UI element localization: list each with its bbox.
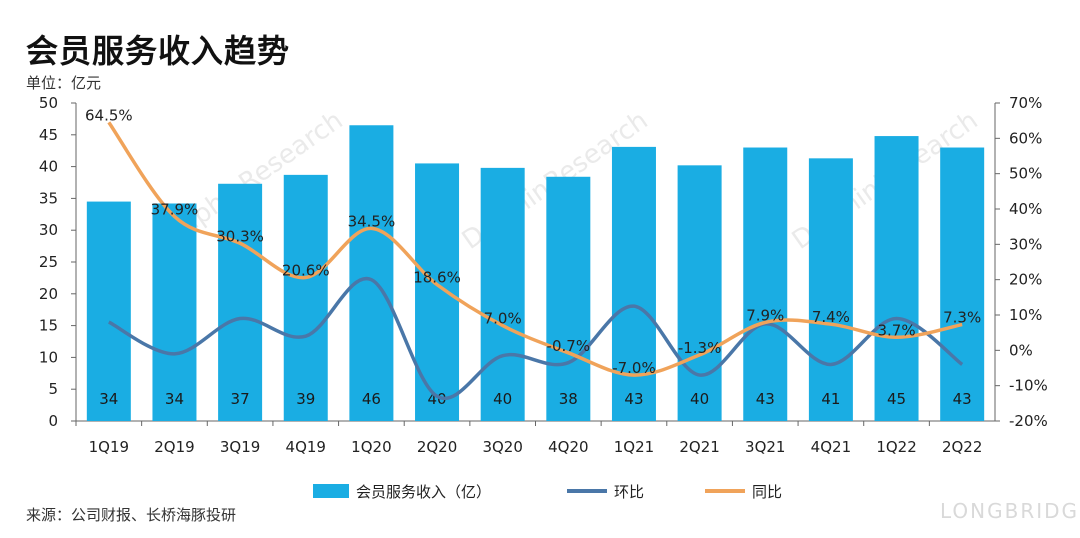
bar [86,201,131,421]
left-tick-label: 50 [39,94,58,112]
right-tick-label: -10% [1009,377,1048,395]
x-tick-label: 3Q21 [745,438,785,456]
yoy-value-label: 7.9% [746,306,784,324]
bar [218,183,263,421]
bar [152,203,197,421]
yoy-value-label: 30.3% [216,227,264,245]
right-tick-label: 30% [1009,235,1042,253]
bar [283,174,328,421]
left-tick-label: 0 [48,412,58,430]
x-tick-label: 1Q22 [876,438,916,456]
x-tick-label: 4Q20 [548,438,588,456]
bar [349,125,394,421]
right-tick-label: 40% [1009,200,1042,218]
bar-value-label: 37 [231,390,250,408]
x-tick-label: 1Q21 [614,438,654,456]
right-tick-label: 60% [1009,129,1042,147]
yoy-value-label: 18.6% [413,269,461,287]
right-tick-label: -20% [1009,412,1048,430]
bar-value-label: 40 [493,390,512,408]
legend-label-qoq: 环比 [614,483,644,501]
bar [874,136,919,421]
bar [611,146,656,421]
bar-value-label: 43 [624,390,643,408]
x-tick-label: 1Q19 [89,438,129,456]
left-tick-label: 35 [39,189,58,207]
left-tick-label: 25 [39,253,58,271]
legend-label-bar: 会员服务收入（亿） [356,483,491,501]
yoy-value-label: 7.0% [484,310,522,328]
watermark-logo: LONGBRIDGE [940,499,1080,523]
right-tick-label: 10% [1009,306,1042,324]
left-tick-label: 20 [39,285,58,303]
bar-value-label: 46 [362,390,381,408]
x-tick-label: 4Q19 [286,438,326,456]
yoy-value-label: -7.0% [612,359,656,377]
legend-label-yoy: 同比 [752,483,782,501]
bar-value-label: 38 [559,390,578,408]
bar-value-label: 43 [953,390,972,408]
bar [808,158,853,421]
yoy-value-label: 64.5% [85,106,133,124]
bar [415,163,460,422]
bar-value-label: 39 [296,390,315,408]
left-tick-label: 30 [39,221,58,239]
bar-value-label: 41 [821,390,840,408]
right-tick-label: 70% [1009,94,1042,112]
left-tick-label: 45 [39,126,58,144]
yoy-value-label: -1.3% [678,339,722,357]
bar-value-label: 34 [99,390,118,408]
qoq-line [107,276,964,401]
left-tick-label: 5 [48,380,58,398]
x-tick-label: 1Q20 [351,438,391,456]
yoy-value-label: 20.6% [282,262,330,280]
right-tick-label: 50% [1009,165,1042,183]
bar-value-label: 34 [165,390,184,408]
yoy-value-label: -0.7% [547,337,591,355]
x-tick-label: 3Q19 [220,438,260,456]
bar [546,176,591,421]
source-label: 来源：公司财报、长桥海豚投研 [26,506,237,524]
bar [677,165,722,421]
bar-value-label: 40 [690,390,709,408]
bar [940,147,985,421]
legend-swatch-bar [313,484,349,498]
x-tick-label: 4Q21 [811,438,851,456]
x-tick-label: 2Q21 [679,438,719,456]
bar [480,167,525,421]
yoy-value-label: 37.9% [151,200,199,218]
left-tick-label: 40 [39,158,58,176]
left-tick-label: 15 [39,317,58,335]
unit-label: 单位：亿元 [26,74,102,92]
bar [743,147,788,421]
chart-title: 会员服务收入趋势 [26,32,291,70]
yoy-value-label: 3.7% [877,321,915,339]
yoy-value-label: 7.3% [943,309,981,327]
x-tick-label: 3Q20 [482,438,522,456]
right-tick-label: 20% [1009,271,1042,289]
x-tick-label: 2Q22 [942,438,982,456]
yoy-line [107,121,963,377]
x-tick-label: 2Q20 [417,438,457,456]
yoy-value-label: 34.5% [348,212,396,230]
bar-value-label: 43 [756,390,775,408]
left-tick-label: 10 [39,348,58,366]
yoy-value-label: 7.4% [812,308,850,326]
bar-value-label: 45 [887,390,906,408]
right-tick-label: 0% [1009,341,1033,359]
x-tick-label: 2Q19 [154,438,194,456]
